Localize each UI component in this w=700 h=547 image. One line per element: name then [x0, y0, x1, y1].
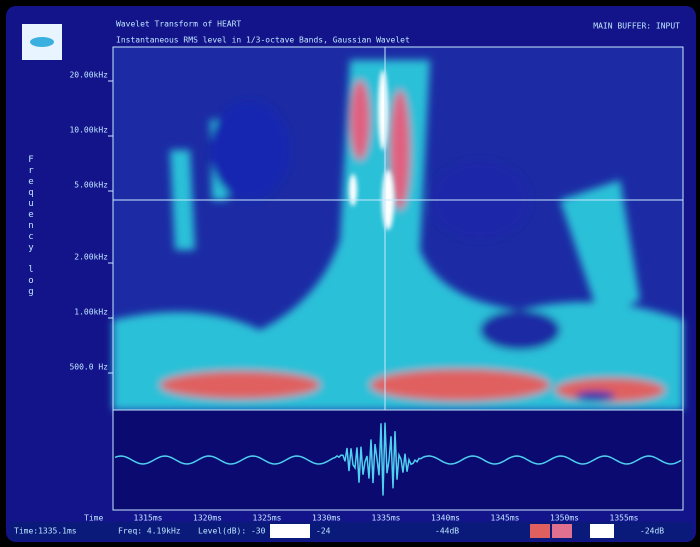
x-ticks: 1315ms 1320ms 1325ms 1330ms 1335ms 1340ms 1345… — [134, 514, 639, 523]
status-level: Level(dB): -30 — [198, 527, 266, 536]
x-tick-label: 1350ms — [550, 514, 579, 523]
x-tick-label: 1345ms — [491, 514, 520, 523]
status-level-high: -24dB — [640, 527, 664, 536]
level-swatch — [590, 524, 614, 538]
y-tick-label: 20.00kHz — [69, 71, 108, 80]
subtitle: Instantaneous RMS level in 1/3-octave Ba… — [116, 36, 410, 45]
spectrogram — [112, 46, 684, 510]
x-tick-label: 1335ms — [372, 514, 401, 523]
logo-mark — [30, 37, 54, 47]
x-tick-label: 1320ms — [193, 514, 222, 523]
status-time: Time:1335.1ms — [14, 527, 77, 536]
status-freq: Freq: 4.19kHz — [118, 527, 181, 536]
x-tick-label: 1340ms — [431, 514, 460, 523]
waveform — [114, 422, 682, 496]
level-swatch — [552, 524, 572, 538]
y-tick-label: 500.0 Hz — [69, 363, 108, 372]
status-bar — [10, 522, 692, 540]
x-tick-label: 1325ms — [253, 514, 282, 523]
level-swatch — [530, 524, 550, 538]
title: Wavelet Transform of HEART — [116, 20, 241, 29]
x-tick-label: 1330ms — [312, 514, 341, 523]
buffer: MAIN BUFFER: INPUT — [593, 22, 680, 31]
y-tick-label: 5.00kHz — [74, 181, 108, 190]
status-level-low: -44dB — [435, 527, 459, 536]
x-tick-label: 1355ms — [610, 514, 639, 523]
status-level-mid: -24 — [316, 527, 331, 536]
x-tick-label: 1315ms — [134, 514, 163, 523]
level-swatch — [270, 524, 310, 538]
y-tick-label: 10.00kHz — [69, 126, 108, 135]
x-axis-label: Time — [84, 514, 103, 523]
y-tick-label: 1.00kHz — [74, 308, 108, 317]
y-axis-label: Frequency log — [26, 155, 36, 298]
y-tick-label: 2.00kHz — [74, 253, 108, 262]
y-ticks: 20.00kHz 10.00kHz 5.00kHz 2.00kHz 1.00kHz 500… — [69, 71, 113, 374]
